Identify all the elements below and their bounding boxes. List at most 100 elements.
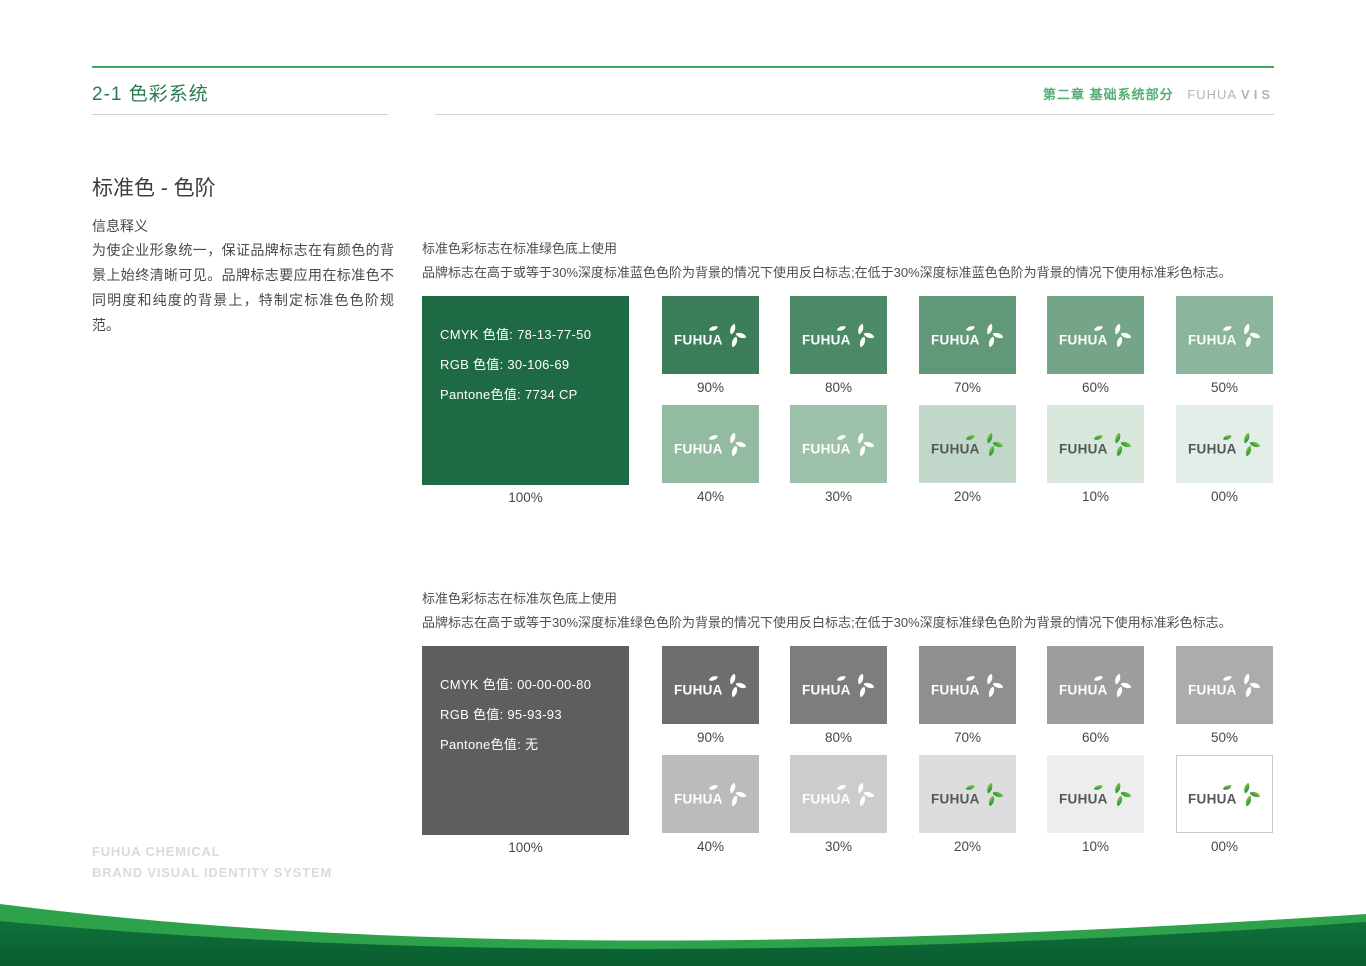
tint-percentage-label: 10% [1081,489,1110,504]
tint-swatch-cell: FUHUA 90% [662,646,759,745]
tint-swatch: FUHUA [1176,646,1273,724]
tint-swatch-cell: FUHUA 10% [1047,755,1144,854]
tint-swatch: FUHUA [790,646,887,724]
title-underline [92,114,388,115]
tint-swatch: FUHUA [662,646,759,724]
header-accent-rule [92,66,1274,68]
brand-mark-name: FUHUA [1187,87,1238,102]
tint-percentage-label: 30% [824,839,853,854]
tint-percentage-label: 90% [696,730,725,745]
footer-line2: BRAND VISUAL IDENTITY SYSTEM [92,865,333,880]
leaf-cluster-icon [836,432,874,456]
logo-wordmark: FUHUA [802,441,851,456]
chapter-label: 第二章 基础系统部分 [1043,87,1174,102]
primary-swatch-label: 100% [508,490,543,505]
group-heading: 标准色彩标志在标准灰色底上使用 [422,591,618,606]
logo-wordmark: FUHUA [931,791,980,806]
tint-percentage-label: 00% [1210,489,1239,504]
fuhua-logo: FUHUA [1188,432,1260,456]
tint-percentage-label: 90% [696,380,725,395]
tint-percentage-label: 30% [824,489,853,504]
tint-percentage-label: 70% [953,730,982,745]
primary-color-swatch: CMYK 色值: 78-13-77-50 RGB 色值: 30-106-69 P… [422,296,629,485]
footer-line1: FUHUA CHEMICAL [92,844,221,859]
brand-mark-suffix: VIS [1241,87,1274,102]
group-subheading: 品牌标志在高于或等于30%深度标准绿色色阶为背景的情况下使用反白标志;在低于30… [422,615,1232,630]
logo-wordmark: FUHUA [802,791,851,806]
tint-swatch: FUHUA [790,405,887,483]
section-title: 标准色 - 色阶 [92,177,216,200]
pantone-value: Pantone色值: 无 [440,737,539,752]
tint-swatch-cell: FUHUA 30% [790,755,887,854]
tint-swatch: FUHUA [919,296,1016,374]
tint-percentage-label: 10% [1081,839,1110,854]
leaf-cluster-icon [836,673,874,697]
leaf-cluster-icon [708,323,746,347]
wave-decoration [0,904,1366,966]
group-heading: 标准色彩标志在标准绿色底上使用 [422,241,618,256]
tint-swatch: FUHUA [1176,755,1273,833]
logo-wordmark: FUHUA [1188,682,1237,697]
tint-swatch-cell: FUHUA 40% [662,405,759,504]
fuhua-logo: FUHUA [1188,782,1260,806]
logo-wordmark: FUHUA [1059,332,1108,347]
logo-wordmark: FUHUA [802,682,851,697]
tint-percentage-label: 20% [953,839,982,854]
fuhua-logo: FUHUA [802,323,874,347]
info-label: 信息释义 [92,218,148,234]
tint-swatch-cell: FUHUA 70% [919,646,1016,745]
leaf-cluster-icon [836,323,874,347]
cmyk-value: CMYK 色值: 00-00-00-80 [440,677,592,692]
tint-swatch-cell: FUHUA 00% [1176,405,1273,504]
pantone-value: Pantone色值: 7734 CP [440,387,578,402]
tint-percentage-label: 50% [1210,730,1239,745]
group-subheading: 品牌标志在高于或等于30%深度标准蓝色色阶为背景的情况下使用反白标志;在低于30… [422,265,1232,280]
logo-wordmark: FUHUA [1059,682,1108,697]
tint-swatch-cell: FUHUA 80% [790,296,887,395]
fuhua-logo: FUHUA [802,432,874,456]
fuhua-logo: FUHUA [931,432,1003,456]
tint-swatch-cell: FUHUA 20% [919,755,1016,854]
leaf-cluster-icon [1093,673,1131,697]
cmyk-value: CMYK 色值: 78-13-77-50 [440,327,592,342]
fuhua-logo: FUHUA [674,782,746,806]
fuhua-logo: FUHUA [1059,323,1131,347]
leaf-cluster-icon [836,782,874,806]
logo-wordmark: FUHUA [1188,332,1237,347]
wave-dark-band [0,921,1366,966]
leaf-cluster-icon [965,782,1003,806]
leaf-cluster-icon [965,432,1003,456]
tint-percentage-label: 60% [1081,730,1110,745]
fuhua-logo: FUHUA [674,432,746,456]
tint-swatch: FUHUA [1176,405,1273,483]
leaf-cluster-icon [1222,782,1260,806]
tint-swatch-cell: FUHUA 70% [919,296,1016,395]
tint-percentage-label: 80% [824,730,853,745]
tint-swatch: FUHUA [1176,296,1273,374]
tint-swatch-cell: FUHUA 60% [1047,646,1144,745]
logo-wordmark: FUHUA [1059,441,1108,456]
primary-swatch-label: 100% [508,840,543,855]
header-meta: 第二章 基础系统部分 FUHUA VIS [1043,84,1274,103]
leaf-cluster-icon [1222,432,1260,456]
tint-percentage-label: 60% [1081,380,1110,395]
leaf-cluster-icon [965,323,1003,347]
tint-percentage-label: 50% [1210,380,1239,395]
tint-swatch: FUHUA [662,755,759,833]
fuhua-logo: FUHUA [1059,782,1131,806]
tint-percentage-label: 00% [1210,839,1239,854]
tint-swatch: FUHUA [790,755,887,833]
tint-swatch-cell: FUHUA 30% [790,405,887,504]
fuhua-logo: FUHUA [1188,323,1260,347]
fuhua-logo: FUHUA [931,782,1003,806]
tint-swatch-cell: FUHUA 20% [919,405,1016,504]
logo-wordmark: FUHUA [1059,791,1108,806]
tint-swatch-cell: FUHUA 10% [1047,405,1144,504]
page-title: 2-1 色彩系统 [92,84,209,105]
tint-swatch-cell: FUHUA 90% [662,296,759,395]
fuhua-logo: FUHUA [1059,432,1131,456]
leaf-cluster-icon [1093,323,1131,347]
tint-grid: FUHUA 90% FUHUA 80% FUHUA 70% FUHUA 60% FUHUA 50%… [422,588,1282,888]
tint-swatch: FUHUA [919,646,1016,724]
